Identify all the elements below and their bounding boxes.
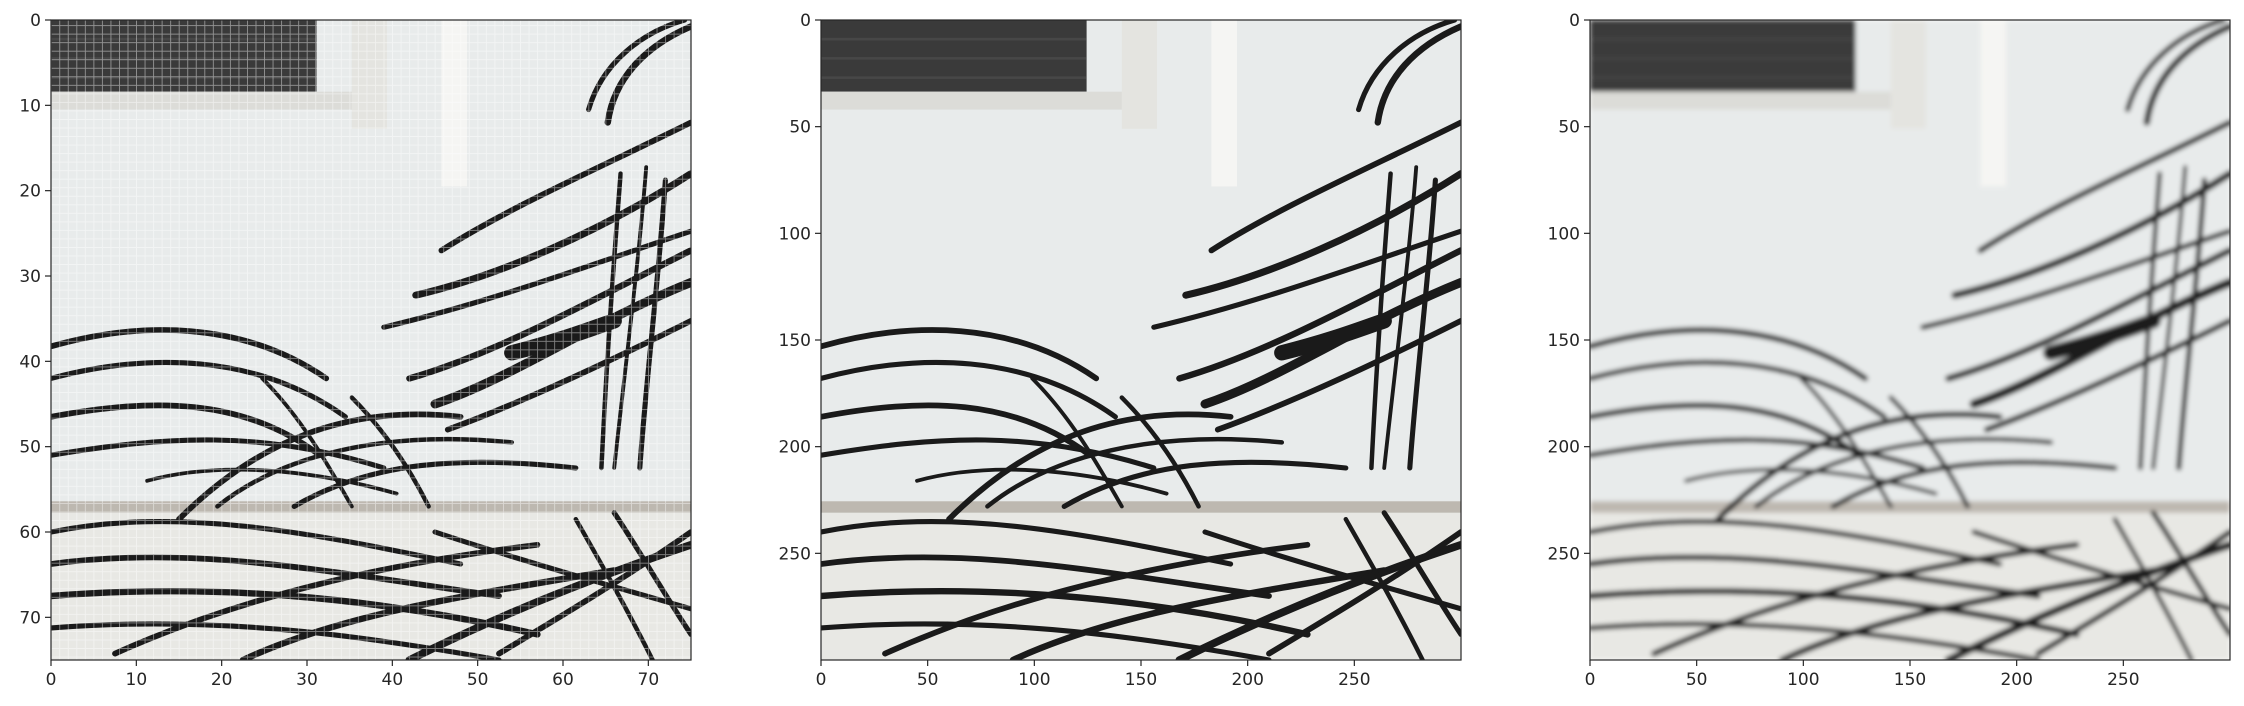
low-resolution-xtick-label: 30 [296, 670, 318, 690]
panel-low-resolution: 0 10 20 30 40 50 60 70 0 10 20 30 40 50 60 70 [19, 11, 692, 690]
low-resolution-ytick-label: 10 [19, 96, 41, 116]
low-resolution-ytick-label: 60 [19, 523, 41, 543]
super-resolved-ytick-label: 150 [1548, 331, 1580, 351]
high-resolution-xtick-label: 150 [1125, 670, 1157, 690]
high-resolution-ytick-label: 200 [779, 438, 811, 458]
high-resolution-ytick-label: 150 [779, 331, 811, 351]
super-resolved-ytick-label: 250 [1548, 544, 1580, 564]
low-resolution-xtick-label: 0 [46, 670, 57, 690]
low-resolution-xtick-label: 70 [638, 670, 660, 690]
panel-high-resolution-image [821, 20, 1461, 660]
low-resolution-ytick-label: 20 [19, 182, 41, 202]
panel-super-resolved-ticks: 0 50 100 150 200 250 0 50 100 150 200 250 [1548, 11, 2140, 690]
low-resolution-xtick-label: 20 [211, 670, 233, 690]
panel-low-resolution-image [51, 20, 691, 660]
panel-low-resolution-ticks: 0 10 20 30 40 50 60 70 0 10 20 30 40 50 60 70 [19, 11, 659, 690]
low-resolution-ytick-label: 70 [19, 608, 41, 628]
high-resolution-xtick-label: 0 [816, 670, 827, 690]
low-resolution-ytick-label: 40 [19, 352, 41, 372]
super-resolved-ytick-label: 100 [1548, 224, 1580, 244]
super-resolved-xtick-label: 250 [2107, 670, 2139, 690]
low-resolution-xtick-label: 50 [467, 670, 489, 690]
panel-super-resolved: 0 50 100 150 200 250 0 50 100 150 200 250 [1548, 11, 2231, 690]
super-resolved-xtick-label: 100 [1787, 670, 1819, 690]
low-resolution-xtick-label: 40 [382, 670, 404, 690]
high-resolution-xtick-label: 100 [1018, 670, 1050, 690]
high-resolution-xtick-label: 50 [917, 670, 939, 690]
low-resolution-xtick-label: 60 [552, 670, 574, 690]
super-resolved-ytick-label: 0 [1569, 11, 1580, 31]
high-resolution-ytick-label: 100 [779, 224, 811, 244]
high-resolution-xtick-label: 250 [1338, 670, 1370, 690]
panel-high-resolution: 0 50 100 150 200 250 0 50 100 150 200 250 [779, 11, 1462, 690]
panel-super-resolved-image [1590, 20, 2230, 660]
super-resolved-xtick-label: 50 [1686, 670, 1708, 690]
low-resolution-ytick-label: 0 [30, 11, 41, 31]
low-resolution-ytick-label: 50 [19, 438, 41, 458]
high-resolution-ytick-label: 0 [800, 11, 811, 31]
low-resolution-xtick-label: 10 [126, 670, 148, 690]
high-resolution-ytick-label: 250 [779, 544, 811, 564]
panel-high-resolution-ticks: 0 50 100 150 200 250 0 50 100 150 200 250 [779, 11, 1371, 690]
high-resolution-xtick-label: 200 [1231, 670, 1263, 690]
low-resolution-ytick-label: 30 [19, 267, 41, 287]
panel-low-resolution-frame [50, 19, 692, 661]
super-resolved-xtick-label: 0 [1585, 670, 1596, 690]
super-resolved-ytick-label: 200 [1548, 438, 1580, 458]
super-resolved-xtick-label: 200 [2000, 670, 2032, 690]
super-resolved-xtick-label: 150 [1894, 670, 1926, 690]
high-resolution-ytick-label: 50 [789, 118, 811, 138]
super-resolved-ytick-label: 50 [1558, 118, 1580, 138]
